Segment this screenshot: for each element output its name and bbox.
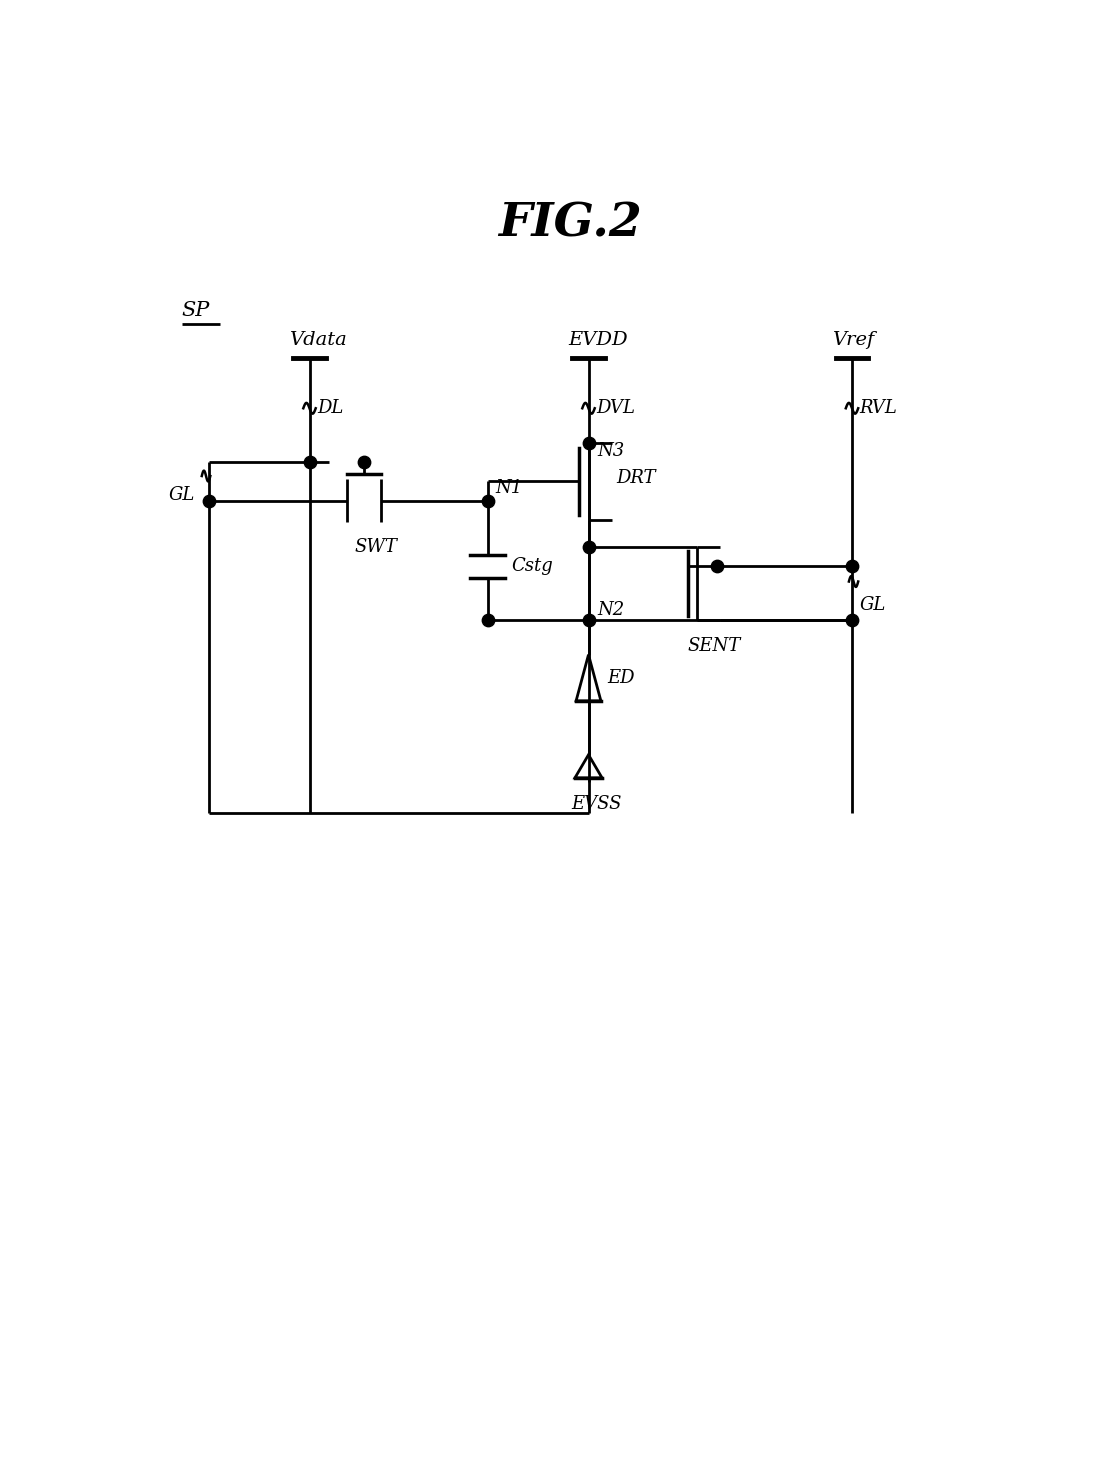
Point	[479, 488, 497, 512]
Text: Vdata: Vdata	[289, 331, 347, 348]
Point	[300, 451, 318, 474]
Point	[843, 554, 861, 577]
Text: EVDD: EVDD	[568, 331, 628, 348]
Text: Cstg: Cstg	[512, 557, 553, 574]
Text: DVL: DVL	[596, 399, 635, 417]
Text: EVSS: EVSS	[572, 795, 622, 812]
Text: DL: DL	[317, 399, 344, 417]
Text: SWT: SWT	[355, 538, 397, 555]
Text: N3: N3	[598, 442, 625, 459]
Text: FIG.2: FIG.2	[498, 200, 642, 246]
Point	[843, 608, 861, 631]
Text: GL: GL	[168, 486, 195, 503]
Text: N2: N2	[598, 601, 625, 620]
Point	[579, 432, 597, 455]
Text: N1: N1	[496, 478, 523, 497]
Text: SP: SP	[181, 300, 210, 319]
Point	[708, 554, 726, 577]
Text: GL: GL	[860, 596, 886, 614]
Point	[479, 608, 497, 631]
Point	[579, 608, 597, 631]
Point	[355, 451, 373, 474]
Point	[200, 488, 218, 512]
Text: DRT: DRT	[616, 468, 656, 487]
Point	[579, 535, 597, 558]
Text: RVL: RVL	[860, 399, 897, 417]
Text: ED: ED	[607, 669, 635, 687]
Text: SENT: SENT	[687, 637, 741, 655]
Text: Vref: Vref	[832, 331, 874, 348]
